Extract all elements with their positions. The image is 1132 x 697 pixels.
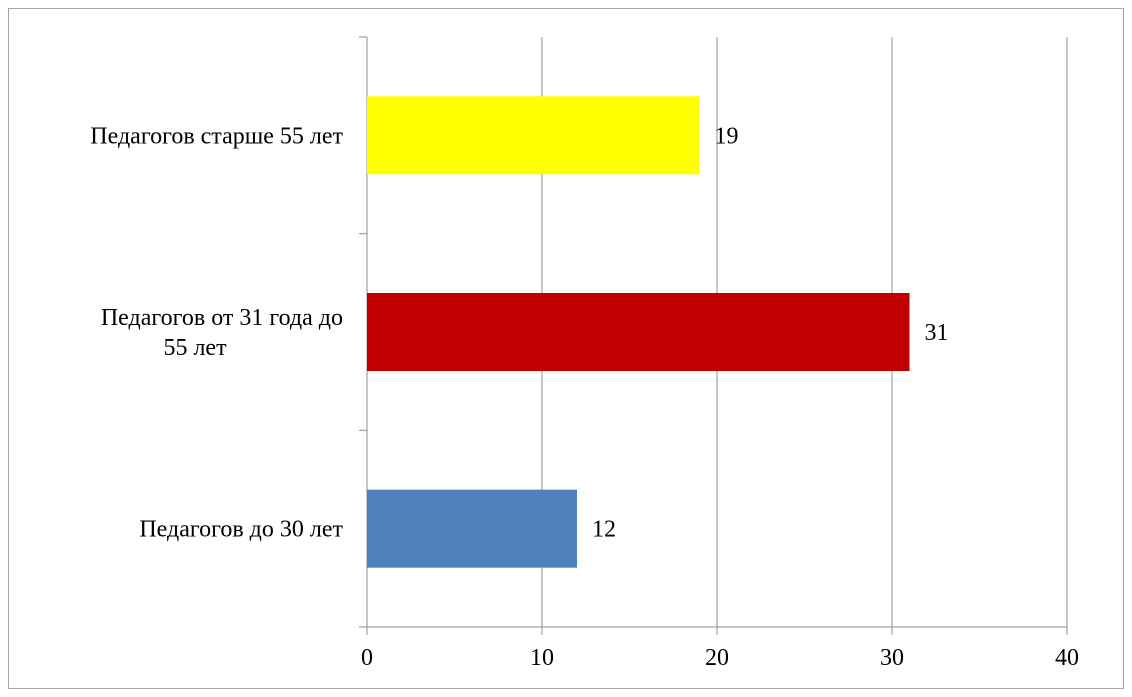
data-label-0: 12 — [592, 517, 616, 543]
category-label-1-line-0: Педагогов от 31 года до — [101, 305, 343, 331]
bar-0 — [367, 489, 577, 568]
data-label-2: 19 — [715, 123, 739, 149]
x-tick-label-30: 30 — [880, 645, 904, 671]
labels: 0 10 20 30 40 12 Педагогов до 30 лет 31 Педагого… — [90, 123, 1079, 671]
x-tick-label-0: 0 — [361, 645, 373, 671]
x-tick-label-10: 10 — [530, 645, 554, 671]
category-label-2: Педагогов старше 55 лет — [90, 123, 343, 149]
category-label-0: Педагогов до 30 лет — [139, 517, 343, 543]
x-tick-label-40: 40 — [1055, 645, 1079, 671]
data-label-1: 31 — [925, 320, 949, 346]
category-label-1: Педагогов от 31 года до 55 лет — [101, 305, 343, 361]
x-tick-label-20: 20 — [705, 645, 729, 671]
bar-2 — [367, 96, 700, 175]
bars — [367, 96, 910, 568]
bar-1 — [367, 293, 910, 371]
category-label-1-line-1: 55 лет — [163, 335, 227, 361]
